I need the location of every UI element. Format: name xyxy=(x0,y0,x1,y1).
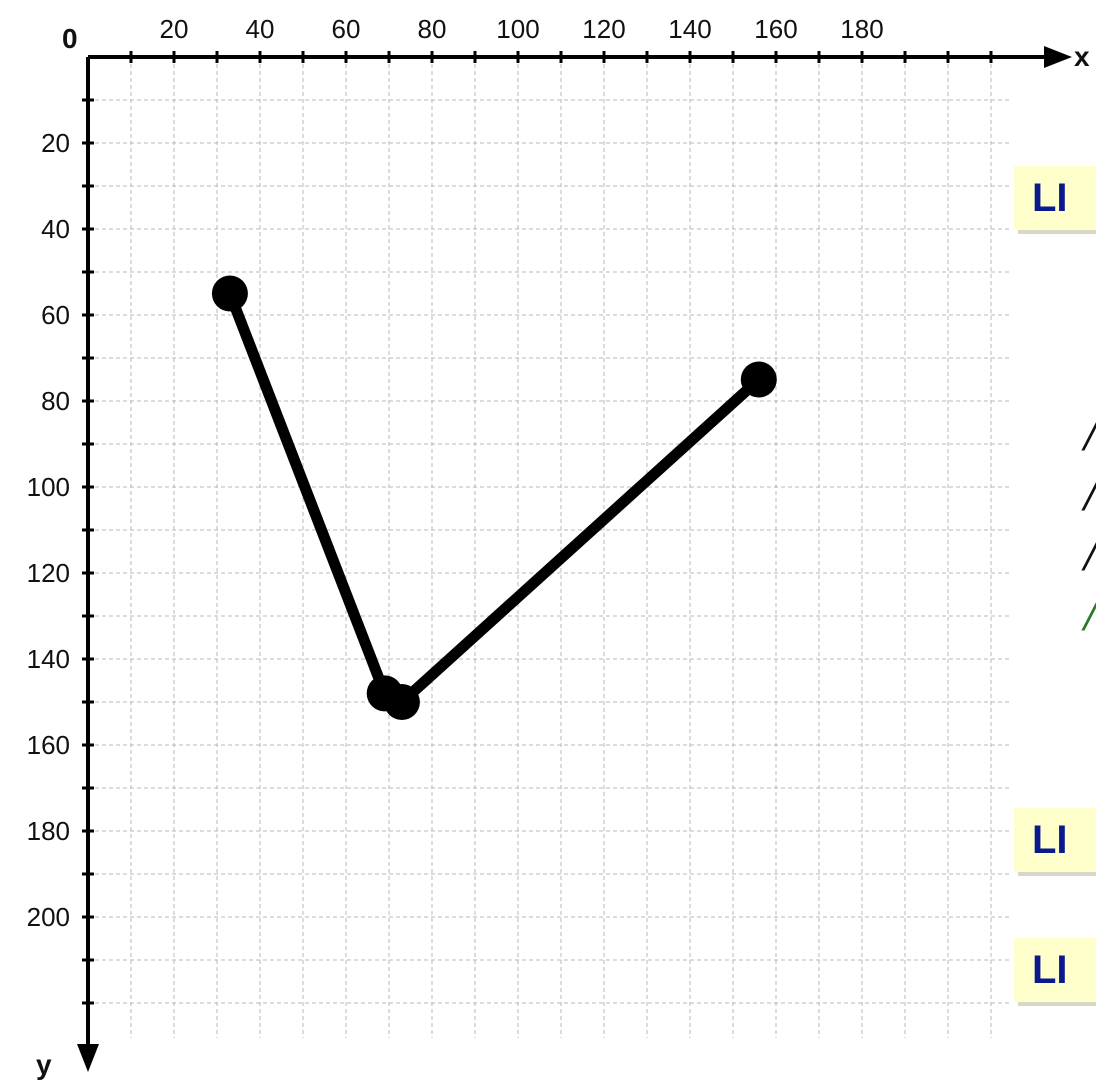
y-tick-label: 40 xyxy=(41,214,70,244)
origin-label: 0 xyxy=(62,23,78,54)
side-text-fragment-5: / xyxy=(1084,582,1096,640)
side-text-fragment-1: ﾞ xyxy=(1086,348,1096,406)
polyline-path xyxy=(224,288,765,708)
grid xyxy=(88,57,1010,1038)
y-axis-name: y xyxy=(36,1049,52,1080)
x-tick-label: 60 xyxy=(332,14,361,44)
y-tick-label: 180 xyxy=(27,816,70,846)
y-tick-label: 20 xyxy=(41,128,70,158)
polyline-layer xyxy=(211,275,777,720)
callout-bottom: LI xyxy=(1014,938,1096,1002)
axes xyxy=(77,46,1072,1072)
x-tick-label: 160 xyxy=(754,14,797,44)
y-tick-label: 100 xyxy=(27,472,70,502)
side-text-fragment-2: / xyxy=(1084,402,1096,460)
y-tick-label: 200 xyxy=(27,902,70,932)
y-tick-label: 60 xyxy=(41,300,70,330)
y-tick-label: 160 xyxy=(27,730,70,760)
vertex-point-1 xyxy=(211,275,248,312)
x-tick-label: 140 xyxy=(668,14,711,44)
x-axis-name: x xyxy=(1074,41,1090,72)
side-text-fragment-4: / xyxy=(1084,522,1096,580)
callout-top: LI xyxy=(1014,166,1096,230)
axis-ticks xyxy=(82,51,993,1005)
side-text-fragment-3: / xyxy=(1084,462,1096,520)
x-tick-label: 180 xyxy=(840,14,883,44)
x-tick-label: 120 xyxy=(582,14,625,44)
x-tick-label: 80 xyxy=(418,14,447,44)
callout-middle: LI xyxy=(1014,808,1096,872)
y-tick-label: 140 xyxy=(27,644,70,674)
tick-labels: 20 40 60 80 100 120 140 160 180 20 40 60 80 100 120 140… xyxy=(27,14,884,932)
vertex-point-4 xyxy=(740,361,777,398)
y-tick-label: 80 xyxy=(41,386,70,416)
x-tick-label: 20 xyxy=(160,14,189,44)
x-tick-label: 100 xyxy=(496,14,539,44)
x-axis-arrow xyxy=(1044,46,1072,68)
y-axis-arrow xyxy=(77,1044,99,1072)
y-tick-label: 120 xyxy=(27,558,70,588)
x-tick-label: 40 xyxy=(246,14,275,44)
vertex-point-3 xyxy=(383,684,420,720)
